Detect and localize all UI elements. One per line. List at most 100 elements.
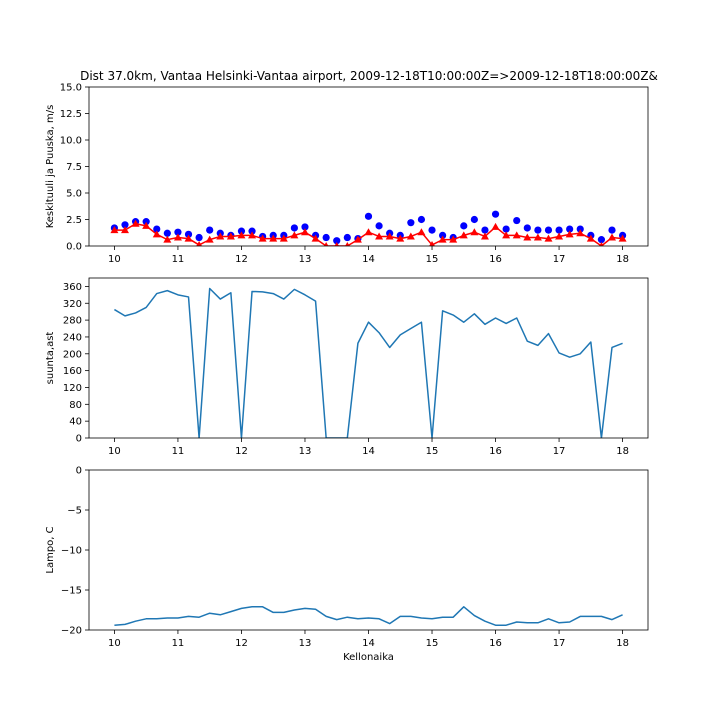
- series-2-point: [131, 219, 140, 227]
- series-1-point: [195, 233, 203, 242]
- series-1-point: [142, 218, 150, 226]
- series-2-point: [323, 242, 329, 246]
- series-1-point: [534, 226, 542, 234]
- x-tick-label: 13: [299, 254, 312, 265]
- y-tick-label: 15.0: [60, 83, 82, 94]
- series-1-point: [597, 236, 606, 244]
- x-tick-label: 10: [108, 638, 121, 649]
- x-tick-label: 17: [553, 446, 566, 457]
- series-1-point: [513, 216, 521, 225]
- series-2-point: [279, 234, 288, 242]
- chart-panel-1: 10 11 12 13 14 15 16 17 18 0.0 2.5 5.0 7.5 10.0 12.5 15…: [45, 83, 649, 265]
- y-tick-label: −15: [61, 586, 82, 597]
- series-1-point: [523, 224, 531, 232]
- series-1-point: [121, 221, 129, 229]
- series-1-point: [174, 228, 182, 236]
- series-2-point: [565, 230, 574, 238]
- series-2-point: [269, 234, 278, 242]
- y-tick-label: 160: [63, 366, 82, 377]
- x-tick-label: 16: [489, 446, 502, 457]
- series-2-point: [429, 240, 435, 246]
- x-tick-label: 18: [616, 638, 629, 649]
- series-2-point: [163, 235, 172, 243]
- series-2-point: [237, 231, 246, 239]
- x-tick-label: 12: [235, 638, 248, 649]
- x-tick-label: 13: [299, 446, 312, 457]
- series-2-point: [353, 235, 362, 243]
- series-1-point: [460, 222, 468, 230]
- y-tick-label: 40: [69, 417, 82, 428]
- x-tick-label: 13: [299, 638, 312, 649]
- series-2-point: [184, 234, 193, 242]
- y-tick-label: 5.0: [66, 189, 82, 200]
- series-2-point: [586, 234, 595, 242]
- series-1-point: [364, 212, 373, 220]
- series-1-point: [237, 227, 246, 235]
- y-tick-label: 0: [76, 434, 82, 445]
- y-tick-label: 10.0: [60, 136, 82, 147]
- series-1-point: [343, 233, 351, 242]
- series-2-point: [110, 226, 119, 234]
- y-tick-label: 80: [69, 400, 82, 411]
- y-tick-label: 280: [63, 316, 82, 327]
- x-tick-label: 15: [426, 638, 439, 649]
- series-2-point: [480, 232, 489, 240]
- y-tick-label: −10: [61, 546, 82, 557]
- x-tick-label: 15: [426, 254, 439, 265]
- series-2-point: [459, 231, 468, 239]
- x-tick-label: 10: [108, 254, 121, 265]
- series-1-point: [322, 233, 330, 242]
- panels: 10 11 12 13 14 15 16 17 18 0.0 2.5 5.0 7.5 10.0 12.5 15…: [45, 83, 649, 663]
- x-tick-label: 17: [553, 638, 566, 649]
- y-tick-label: 120: [63, 383, 82, 394]
- series-2-point: [385, 232, 394, 240]
- x-tick-label: 10: [108, 446, 121, 457]
- series-1-point: [407, 219, 415, 227]
- series-1-point: [608, 226, 616, 234]
- series-2-point: [216, 232, 225, 240]
- series-1-point: [555, 226, 563, 234]
- series-2-point: [375, 232, 384, 240]
- x-tick-label: 11: [172, 446, 185, 457]
- series-1-point: [153, 225, 161, 233]
- series-1-point: [439, 231, 447, 239]
- y-tick-label: 240: [63, 332, 82, 343]
- series-1-point: [417, 215, 426, 224]
- series-2-point: [470, 228, 479, 236]
- series-1-point: [375, 222, 383, 230]
- y-tick-label: 200: [63, 349, 82, 360]
- x-tick-label: 12: [235, 446, 248, 457]
- series-2-point: [364, 228, 373, 236]
- plot-frame: [88, 469, 649, 631]
- plot-area: [114, 287, 623, 438]
- chart-panel-3: 10 11 12 13 14 15 16 17 18 −20 −15 −10 −5 0 Lampo, C Ke…: [45, 466, 649, 663]
- plot-frame: [88, 277, 649, 439]
- x-tick-label: 18: [616, 446, 629, 457]
- y-tick-label: 0.0: [66, 242, 82, 253]
- y-tick-label: 0: [76, 466, 82, 477]
- series-1-point: [576, 225, 584, 233]
- x-tick-label: 14: [362, 638, 375, 649]
- y-tick-label: 7.5: [66, 162, 82, 173]
- series-2-point: [512, 231, 521, 239]
- series-2-point: [449, 235, 458, 243]
- series-2-point: [173, 233, 182, 241]
- plot-area: [110, 210, 627, 246]
- x-tick-label: 18: [616, 254, 629, 265]
- series-1-point: [566, 225, 574, 233]
- series-1-point: [502, 225, 510, 233]
- series-1-line: [114, 606, 623, 626]
- series-2-point: [205, 235, 214, 243]
- y-axis-label: suunta,ast: [45, 332, 56, 385]
- x-tick-label: 15: [426, 446, 439, 457]
- x-tick-label: 12: [235, 254, 248, 265]
- series-2-point: [576, 229, 585, 237]
- series-2-point: [226, 232, 235, 240]
- series-1-line: [114, 287, 623, 438]
- series-1-point: [290, 224, 298, 232]
- series-2-point: [406, 232, 415, 240]
- series-2-point: [438, 235, 447, 243]
- series-2-point: [258, 234, 267, 242]
